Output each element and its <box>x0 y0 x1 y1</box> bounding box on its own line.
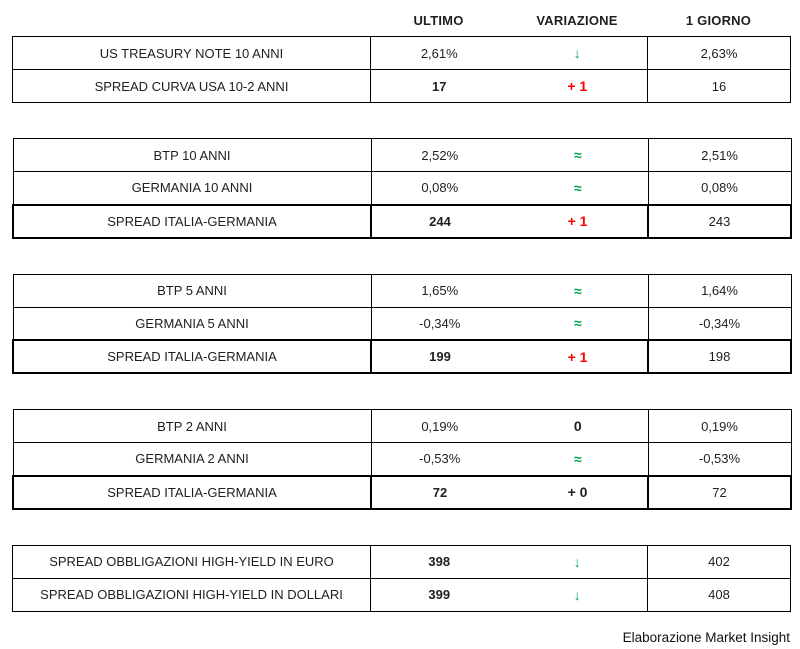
variazione-value: ≈ <box>508 171 649 205</box>
btp-10-anni-table: BTP 10 ANNI 2,52% ≈ 2,51% GERMANIA 10 AN… <box>12 138 792 239</box>
row-label: US TREASURY NOTE 10 ANNI <box>12 36 371 70</box>
ultimo-value: 399 <box>370 577 508 612</box>
row-label: GERMANIA 10 ANNI <box>12 171 372 205</box>
variazione-value: ↓ <box>507 577 648 612</box>
variazione-value: ≈ <box>508 442 649 476</box>
giorno-value: 2,63% <box>647 36 791 70</box>
table-row: GERMANIA 10 ANNI 0,08% ≈ 0,08% <box>12 171 792 205</box>
variazione-value: + 1 <box>508 203 649 239</box>
row-label: SPREAD ITALIA-GERMANIA <box>12 203 372 239</box>
row-label: SPREAD CURVA USA 10-2 ANNI <box>12 69 371 103</box>
row-label: SPREAD ITALIA-GERMANIA <box>12 474 372 510</box>
row-label: SPREAD OBBLIGAZIONI HIGH-YIELD IN DOLLAR… <box>12 577 371 612</box>
attribution-text: Elaborazione Market Insight <box>622 629 790 645</box>
spread-row: SPREAD ITALIA-GERMANIA 72 + 0 72 <box>12 474 792 510</box>
giorno-value: 198 <box>647 339 792 374</box>
high-yield-table: SPREAD OBBLIGAZIONI HIGH-YIELD IN EURO 3… <box>12 544 791 612</box>
giorno-value: 402 <box>647 544 791 579</box>
column-header-giorno: 1 GIORNO <box>685 12 752 28</box>
row-label: GERMANIA 5 ANNI <box>12 306 372 341</box>
table-row: GERMANIA 5 ANNI -0,34% ≈ -0,34% <box>12 306 792 341</box>
variazione-value: ≈ <box>508 138 649 172</box>
spread-row: SPREAD ITALIA-GERMANIA 244 + 1 243 <box>12 203 792 239</box>
giorno-value: -0,34% <box>647 306 792 341</box>
variazione-value: ↓ <box>507 36 648 70</box>
column-headers: ULTIMO VARIAZIONE 1 GIORNO <box>12 8 790 32</box>
ultimo-value: 2,52% <box>370 138 508 172</box>
spread-row: SPREAD ITALIA-GERMANIA 199 + 1 198 <box>12 339 792 374</box>
row-label: SPREAD OBBLIGAZIONI HIGH-YIELD IN EURO <box>12 544 371 579</box>
variazione-value: ↓ <box>507 544 648 579</box>
table-row: SPREAD CURVA USA 10-2 ANNI 17 + 1 16 <box>12 69 791 103</box>
variazione-value: ≈ <box>508 273 649 308</box>
ultimo-value: 244 <box>370 203 508 239</box>
ultimo-value: 2,61% <box>370 36 508 70</box>
giorno-value: 408 <box>647 577 791 612</box>
btp-2-anni-table: BTP 2 ANNI 0,19% 0 0,19% GERMANIA 2 ANNI… <box>12 409 792 510</box>
table-row: BTP 2 ANNI 0,19% 0 0,19% <box>12 409 792 443</box>
ultimo-value: 398 <box>370 544 508 579</box>
column-header-variazione: VARIAZIONE <box>536 12 618 28</box>
ultimo-value: 0,08% <box>370 171 508 205</box>
table-row: SPREAD OBBLIGAZIONI HIGH-YIELD IN EURO 3… <box>12 544 791 579</box>
ultimo-value: 72 <box>370 474 508 510</box>
row-label: GERMANIA 2 ANNI <box>12 442 372 476</box>
giorno-value: 72 <box>647 474 792 510</box>
giorno-value: -0,53% <box>647 442 792 476</box>
table-row: SPREAD OBBLIGAZIONI HIGH-YIELD IN DOLLAR… <box>12 577 791 612</box>
ultimo-value: 1,65% <box>370 273 508 308</box>
giorno-value: 243 <box>647 203 792 239</box>
table-row: BTP 10 ANNI 2,52% ≈ 2,51% <box>12 138 792 172</box>
variazione-value: 0 <box>508 409 649 443</box>
row-label: BTP 5 ANNI <box>12 273 372 308</box>
row-label: SPREAD ITALIA-GERMANIA <box>12 339 372 374</box>
table-row: BTP 5 ANNI 1,65% ≈ 1,64% <box>12 273 792 308</box>
giorno-value: 2,51% <box>647 138 792 172</box>
row-label: BTP 2 ANNI <box>12 409 372 443</box>
table-row: US TREASURY NOTE 10 ANNI 2,61% ↓ 2,63% <box>12 36 791 70</box>
giorno-value: 1,64% <box>647 273 792 308</box>
row-label: BTP 10 ANNI <box>12 138 372 172</box>
btp-5-anni-table: BTP 5 ANNI 1,65% ≈ 1,64% GERMANIA 5 ANNI… <box>12 273 792 374</box>
giorno-value: 0,08% <box>647 171 792 205</box>
variazione-value: + 1 <box>507 69 648 103</box>
table-row: GERMANIA 2 ANNI -0,53% ≈ -0,53% <box>12 442 792 476</box>
variazione-value: ≈ <box>508 306 649 341</box>
variazione-value: + 0 <box>508 474 649 510</box>
ultimo-value: 199 <box>370 339 508 374</box>
ultimo-value: -0,53% <box>370 442 508 476</box>
column-header-ultimo: ULTIMO <box>413 12 464 28</box>
variazione-value: + 1 <box>508 339 649 374</box>
us-treasury-table: US TREASURY NOTE 10 ANNI 2,61% ↓ 2,63% S… <box>12 36 791 103</box>
giorno-value: 16 <box>647 69 791 103</box>
ultimo-value: 0,19% <box>370 409 508 443</box>
ultimo-value: 17 <box>370 69 508 103</box>
giorno-value: 0,19% <box>647 409 792 443</box>
ultimo-value: -0,34% <box>370 306 508 341</box>
